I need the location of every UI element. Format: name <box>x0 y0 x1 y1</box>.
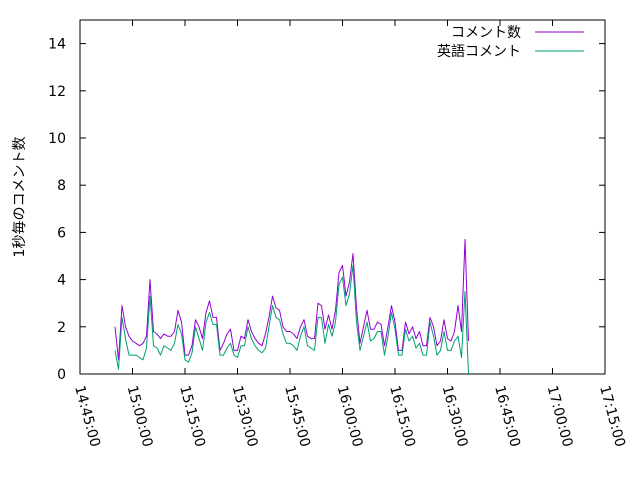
y-tick-label: 8 <box>57 178 66 194</box>
y-tick-label: 4 <box>57 273 66 289</box>
y-tick-label: 10 <box>48 131 66 147</box>
y-axis: 0 2 4 6 8 10 12 14 <box>48 37 605 383</box>
series-line-2 <box>114 264 469 375</box>
series-line-1 <box>114 239 469 361</box>
y-tick-label: 12 <box>48 84 66 100</box>
y-tick-label: 6 <box>57 225 66 241</box>
legend-label: 英語コメント <box>437 43 521 60</box>
y-tick-label: 14 <box>48 37 66 53</box>
y-axis-title: 1秒毎のコメント数 <box>12 137 28 258</box>
y-tick-label: 2 <box>57 320 66 336</box>
legend-label: コメント数 <box>451 25 521 41</box>
series-layer <box>114 239 469 375</box>
y-tick-label: 0 <box>57 367 66 383</box>
